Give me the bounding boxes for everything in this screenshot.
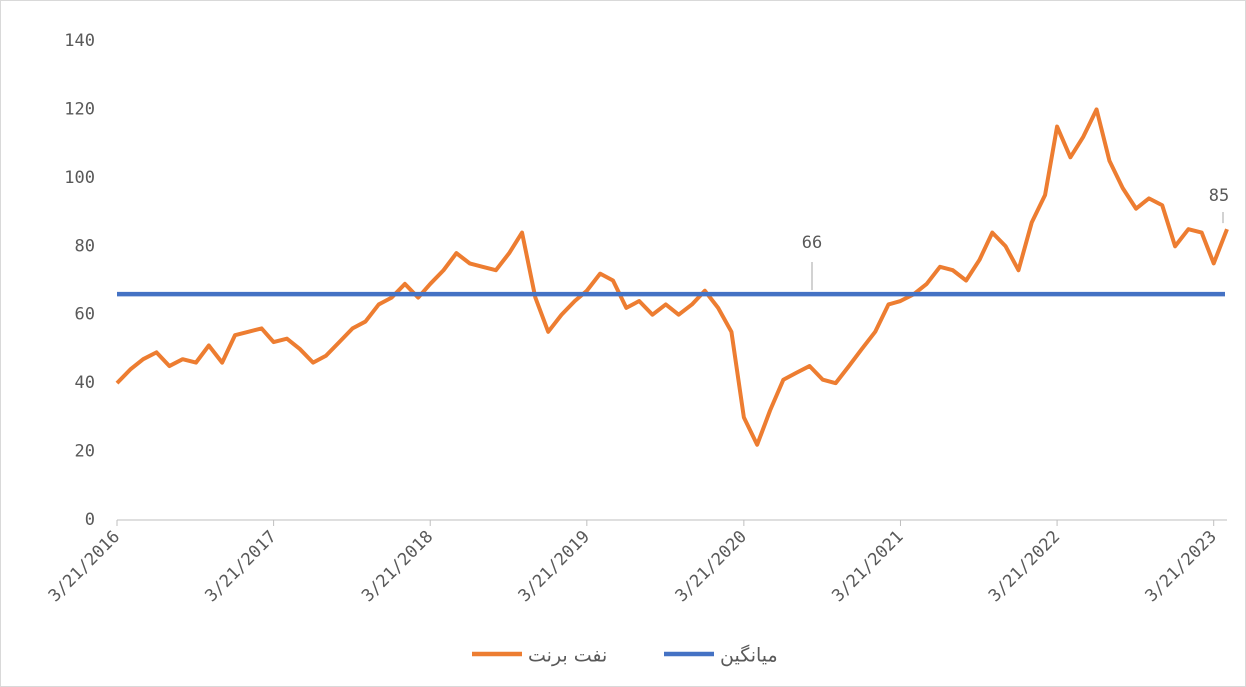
y-tick-label: 40: [75, 373, 95, 393]
data-label: 85: [1209, 186, 1229, 206]
y-tick-label: 120: [64, 99, 95, 119]
y-tick-label: 100: [64, 168, 95, 188]
y-tick-label: 140: [64, 31, 95, 51]
y-tick-label: 0: [85, 510, 95, 530]
legend-label: نفت برنت: [528, 645, 607, 667]
y-tick-label: 20: [75, 442, 95, 462]
y-tick-label: 60: [75, 305, 95, 325]
legend-label: میانگین: [720, 644, 778, 667]
y-tick-label: 80: [75, 236, 95, 256]
series-line: [115, 107, 1229, 447]
mean-label: 66: [802, 233, 822, 253]
